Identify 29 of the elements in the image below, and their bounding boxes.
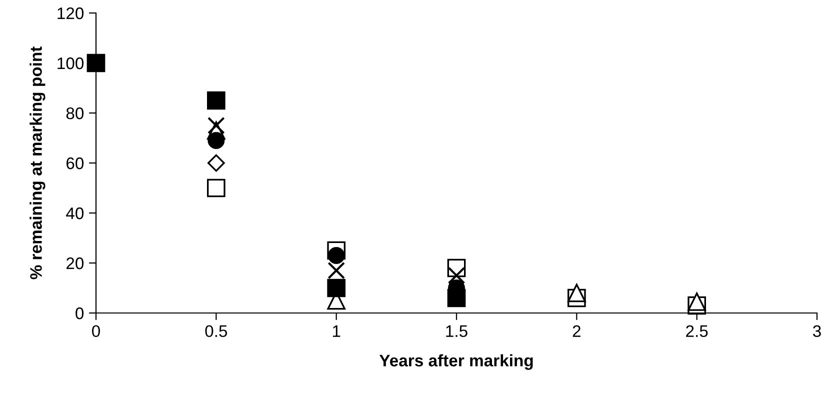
y-tick-label: 20 (66, 257, 84, 270)
point (328, 262, 346, 280)
point (327, 278, 346, 298)
point (207, 178, 226, 198)
y-tick-label: 80 (66, 107, 84, 120)
x-tick-label: 3 (813, 325, 821, 338)
point (207, 116, 225, 134)
x-tick-label: 1 (332, 325, 340, 337)
point (447, 288, 466, 308)
point (207, 91, 226, 110)
point (688, 292, 706, 311)
x-tick-label: 2.5 (686, 325, 708, 338)
point (448, 266, 466, 284)
x-axis-title: Years after marking (379, 354, 533, 370)
point (208, 132, 225, 149)
y-tick-label: 0 (76, 307, 84, 320)
point (207, 154, 225, 172)
y-axis-title: % remaining at marking point (30, 46, 46, 280)
y-tick-label: 120 (58, 7, 84, 20)
x-tick-label: 2 (572, 325, 580, 337)
x-tick-label: 0.5 (205, 325, 228, 338)
point (328, 247, 345, 264)
y-tick-label: 40 (66, 207, 84, 220)
x-tick-label: 1.5 (446, 325, 468, 338)
x-tick-label: 0 (92, 325, 100, 338)
y-tick-label: 60 (66, 157, 84, 170)
point (86, 54, 106, 72)
y-tick-label: 100 (58, 57, 84, 70)
point (568, 284, 586, 302)
